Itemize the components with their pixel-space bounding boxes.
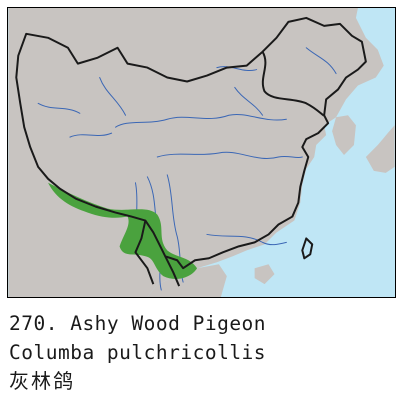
species-number-title: 270. Ashy Wood Pigeon: [9, 312, 267, 335]
caption: 270. Ashy Wood Pigeon Columba pulchricol…: [9, 309, 404, 396]
land-korea: [332, 115, 356, 155]
country-borders: [15, 16, 367, 287]
land-japan: [365, 125, 395, 173]
map-svg: [8, 8, 395, 297]
species-range: [48, 182, 198, 279]
range-map: [7, 7, 396, 298]
land-area: [8, 8, 384, 297]
land-hainan: [254, 264, 275, 285]
land-indochina: [147, 264, 227, 297]
chinese-name: 灰林鸽: [9, 369, 75, 393]
scientific-name: Columba pulchricollis: [9, 341, 267, 364]
